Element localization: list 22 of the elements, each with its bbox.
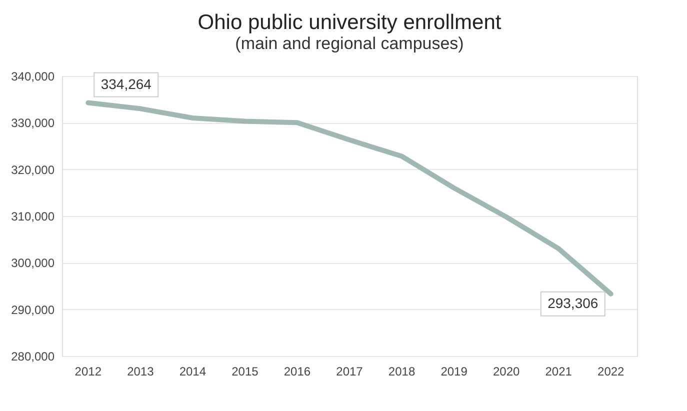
y-tick-label: 320,000 <box>11 162 55 177</box>
data-label: 293,306 <box>548 294 598 311</box>
y-tick-label: 300,000 <box>11 256 55 270</box>
x-tick-label: 2020 <box>492 364 520 378</box>
chart-subtitle: (main and regional campuses) <box>235 34 464 53</box>
x-tick-label: 2022 <box>598 364 625 378</box>
y-tick-label: 340,000 <box>11 70 55 84</box>
x-tick-label: 2012 <box>74 364 102 378</box>
data-label: 334,264 <box>100 76 152 92</box>
x-tick-label: 2015 <box>232 364 259 378</box>
x-tick-label: 2014 <box>179 364 206 378</box>
y-tick-label: 280,000 <box>11 350 55 364</box>
x-tick-label: 2021 <box>545 364 572 378</box>
y-tick-label: 310,000 <box>11 210 55 224</box>
x-tick-label: 2019 <box>440 364 468 378</box>
y-tick-label: 290,000 <box>11 302 55 317</box>
x-tick-label: 2016 <box>284 364 311 378</box>
chart-title: Ohio public university enrollment <box>198 11 502 34</box>
x-tick-label: 2017 <box>336 364 364 378</box>
y-tick-label: 330,000 <box>11 116 55 130</box>
x-tick-label: 2018 <box>388 364 416 378</box>
x-tick-label: 2013 <box>127 364 154 378</box>
